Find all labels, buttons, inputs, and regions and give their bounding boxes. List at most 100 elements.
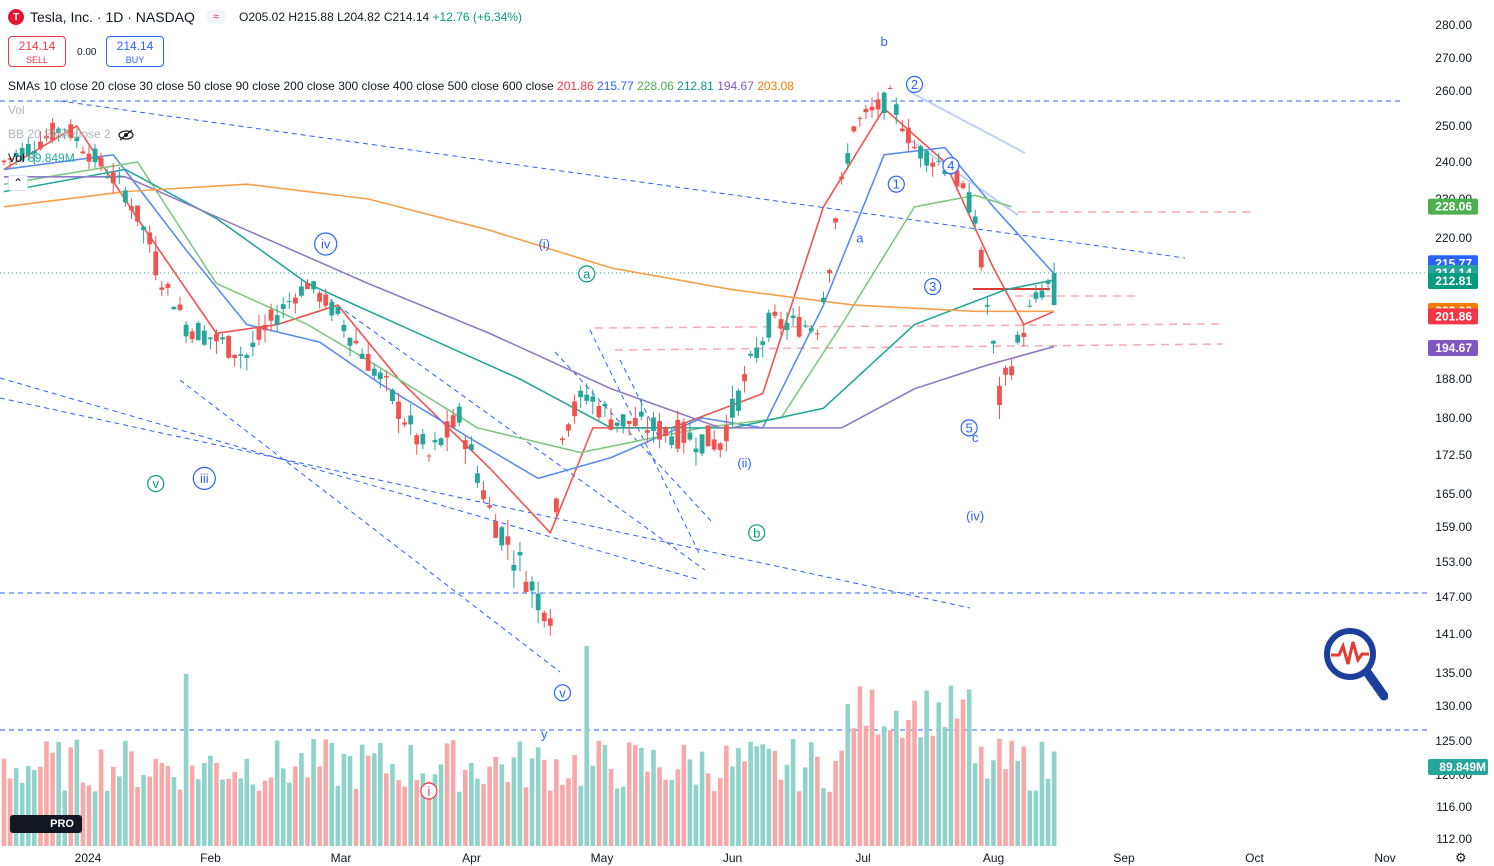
volume-bar xyxy=(523,787,529,846)
volume-bar xyxy=(50,752,55,846)
wave-label-circle xyxy=(748,524,766,542)
candle-body xyxy=(487,505,492,508)
volume-bar xyxy=(614,788,620,846)
sma-value-4: 194.67 xyxy=(713,79,754,93)
candle-body xyxy=(317,292,323,302)
candle-body xyxy=(614,422,620,426)
tradingview-pro-logo[interactable]: PRO xyxy=(10,815,82,833)
wave-label-circle xyxy=(578,265,596,283)
candle-body xyxy=(1045,280,1051,284)
volume-bar xyxy=(68,747,74,846)
candle-body xyxy=(711,439,717,450)
volume-bar xyxy=(463,769,468,846)
volume-bar xyxy=(833,761,838,846)
volume-bar xyxy=(177,789,183,846)
volume-bar xyxy=(286,782,292,846)
candle-body xyxy=(438,438,444,446)
sma-legend[interactable]: SMAs 10 close 20 close 30 close 50 close… xyxy=(8,79,794,93)
gear-icon[interactable]: ⚙ xyxy=(1455,850,1467,865)
volume-badge xyxy=(1428,759,1488,775)
candle-body xyxy=(845,153,851,164)
volume-bar xyxy=(408,745,413,846)
volume-bar xyxy=(56,741,61,846)
collapse-legend-button[interactable]: ⌃ xyxy=(8,175,29,191)
candle-body xyxy=(857,118,863,120)
wave-label: (iv) xyxy=(966,509,984,524)
candle-body xyxy=(292,297,298,304)
candle-body xyxy=(717,443,723,450)
support-zone-line xyxy=(594,323,1223,329)
sma-value-2: 228.06 xyxy=(633,79,674,93)
candle-body xyxy=(997,385,1002,406)
sma-line-sma90 xyxy=(4,176,1055,429)
volume-bar xyxy=(875,734,881,846)
candle-body xyxy=(183,324,189,337)
volume-bar xyxy=(924,690,929,846)
candle-body xyxy=(869,106,875,111)
volume-bar xyxy=(705,773,711,846)
candle-body xyxy=(299,286,304,296)
sma-value-5: 203.08 xyxy=(753,79,794,93)
candle-body xyxy=(669,436,675,445)
wave-label: 5 xyxy=(966,420,973,435)
volume-legend[interactable]: Vol xyxy=(8,103,25,117)
candle-body xyxy=(1033,292,1039,299)
volume-bar xyxy=(44,741,49,846)
magnifier-pulse-icon[interactable] xyxy=(1322,626,1388,702)
candle-body xyxy=(960,183,966,189)
candle-body xyxy=(742,374,747,382)
volume-bar xyxy=(487,766,492,846)
candle-body xyxy=(396,401,401,419)
volume-bar xyxy=(857,686,863,846)
candle-body xyxy=(38,141,43,149)
sell-button[interactable]: 214.14 SELL xyxy=(8,36,66,67)
candle-body xyxy=(912,146,917,149)
candle-body xyxy=(827,270,832,274)
candle-body xyxy=(511,564,517,571)
candle-body xyxy=(699,434,705,454)
volume-bar xyxy=(353,788,359,846)
volume-bar xyxy=(930,735,936,846)
volume-bar xyxy=(1051,751,1057,846)
y-tick-label: 147.00 xyxy=(1435,590,1472,604)
market-status-pill[interactable]: ≈ xyxy=(206,10,225,24)
volume-bar xyxy=(256,790,262,846)
candle-body xyxy=(1027,305,1033,307)
candle-body xyxy=(930,162,936,167)
volume-bar xyxy=(92,791,98,846)
volume-legend-2[interactable]: Vol 89.849M xyxy=(8,151,75,165)
volume-bar xyxy=(13,768,19,846)
wave-label: 4 xyxy=(947,158,954,173)
candle-body xyxy=(645,430,650,433)
y-tick-label: 153.00 xyxy=(1435,555,1472,569)
hidden-eye-icon[interactable] xyxy=(118,129,134,141)
trend-line xyxy=(0,397,971,609)
low-value: L204.82 xyxy=(337,10,381,24)
volume-bar xyxy=(1045,778,1051,846)
wave-label: y xyxy=(541,727,548,742)
volume-bar xyxy=(208,755,213,846)
wave-label-circle xyxy=(314,232,338,256)
y-tick-label: 172.50 xyxy=(1435,448,1472,462)
sma-legend-values: 201.86 215.77 228.06 212.81 194.67 203.0… xyxy=(557,79,794,93)
candle-body xyxy=(754,347,760,358)
buy-button[interactable]: 214.14 BUY xyxy=(106,36,164,67)
candle-body xyxy=(432,439,438,443)
volume-bar xyxy=(590,765,596,846)
y-tick-label: 240.00 xyxy=(1435,155,1472,169)
volume-bar xyxy=(329,742,335,846)
volume-bar xyxy=(183,673,189,846)
volume-bar xyxy=(159,762,165,846)
y-tick-label: 125.00 xyxy=(1435,734,1472,748)
price-badge xyxy=(1428,308,1478,325)
candle-body xyxy=(620,414,626,427)
volume-bar xyxy=(827,791,832,846)
volume-bar xyxy=(997,738,1002,846)
volume-bar xyxy=(141,775,146,846)
volume-bar xyxy=(711,791,717,846)
symbol-title[interactable]: Tesla, Inc. · 1D · NASDAQ xyxy=(30,9,195,25)
candle-body xyxy=(329,302,335,316)
bollinger-legend[interactable]: BB 20 SMA close 2 xyxy=(8,127,134,141)
candle-body xyxy=(481,490,486,500)
